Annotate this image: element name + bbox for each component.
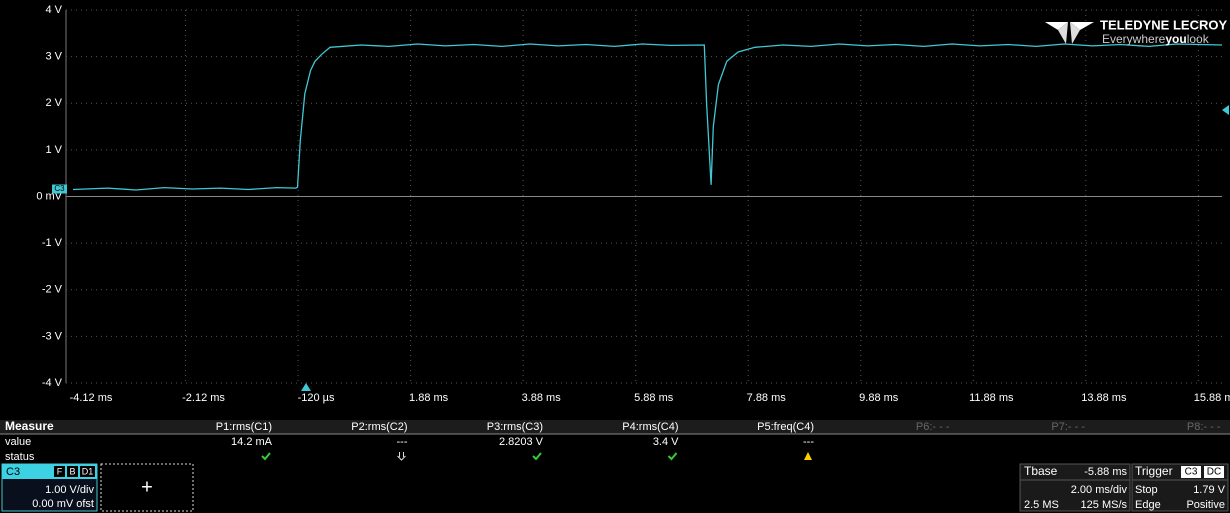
x-tick-label: 1.88 ms: [409, 392, 449, 404]
timebase-title: Tbase: [1024, 464, 1058, 478]
tagline-part: you: [1165, 32, 1186, 46]
trigger-badge: [1181, 466, 1201, 478]
param-name: P5:freq(C4): [757, 421, 814, 433]
status-ok-icon: [667, 452, 678, 461]
x-tick-label: 9.88 ms: [859, 392, 899, 404]
timebase-delay: -5.88 ms: [1084, 466, 1127, 478]
trigger-level-marker: [1222, 105, 1229, 115]
param-name: P7:- - -: [1051, 421, 1085, 433]
param-value: 14.2 mA: [231, 436, 273, 448]
param-name: P8:- - -: [1187, 421, 1221, 433]
logo: TELEDYNE LECROY Everywhereyoulook: [1045, 17, 1227, 46]
param-name: P4:rms(C4): [622, 421, 678, 433]
y-tick-label: -3 V: [42, 330, 63, 342]
trigger-mode: Stop: [1135, 484, 1158, 496]
x-tick-label: 7.88 ms: [747, 392, 787, 404]
status-warn-icon: [804, 452, 812, 460]
measure-title: Measure: [5, 419, 54, 433]
trigger-level: 1.79 V: [1193, 484, 1225, 496]
channel-offset: 0.00 mV ofst: [32, 498, 94, 510]
param-name: P2:rms(C2): [351, 421, 407, 433]
y-tick-label: 3 V: [45, 51, 62, 63]
timebase-panel[interactable]: [1019, 463, 1131, 512]
param-value: 3.4 V: [653, 436, 679, 448]
logo-tagline: Everywhereyoulook: [1102, 32, 1210, 46]
y-tick-label: -4 V: [42, 377, 63, 389]
logo-icon: [1070, 22, 1094, 30]
channel-scale: 1.00 V/div: [45, 484, 94, 496]
add-channel-button[interactable]: [100, 463, 194, 512]
x-tick-label: -120 µs: [298, 392, 335, 404]
timebase-memory: 2.5 MS: [1024, 499, 1059, 511]
timebase-scale: 2.00 ms/div: [1071, 484, 1128, 496]
param-value: 2.8203 V: [499, 436, 544, 448]
x-tick-label: -2.12 ms: [182, 392, 225, 404]
x-tick-label: 3.88 ms: [522, 392, 562, 404]
param-name: P3:rms(C3): [487, 421, 543, 433]
status-down-icon: [397, 452, 406, 461]
trigger-coupling: DC: [1207, 467, 1221, 478]
tagline-part: look: [1187, 32, 1210, 46]
param-name: P1:rms(C1): [216, 421, 272, 433]
channel-badge-text: B: [69, 466, 75, 476]
x-tick-label: 13.88 ms: [1081, 392, 1127, 404]
trigger-title: Trigger: [1135, 464, 1173, 478]
trigger-position-marker: [301, 383, 311, 391]
logo-icon: [1058, 22, 1068, 44]
measure-header-bar: [0, 420, 1230, 434]
channel-name: C3: [6, 466, 20, 478]
param-name: P6:- - -: [916, 421, 950, 433]
measure-params: P1:rms(C1) 14.2 mA P2:rms(C2) --- P3:rms(C3)…: [216, 421, 1221, 461]
measure-row-label: status: [5, 451, 35, 463]
logo-brand: TELEDYNE LECROY: [1100, 17, 1227, 32]
param-value: ---: [397, 436, 408, 448]
logo-icon: [1070, 22, 1080, 44]
trigger-type: Edge: [1135, 499, 1161, 511]
waveform-grid: 4 V3 V2 V1 V0 mV-1 V-2 V-3 V-4 V-4.12 ms…: [36, 4, 1230, 404]
y-tick-label: 2 V: [45, 97, 62, 109]
x-tick-label: -4.12 ms: [70, 392, 113, 404]
x-tick-label: 15.88 ms: [1194, 392, 1230, 404]
timebase-rate: 125 MS/s: [1081, 499, 1128, 511]
channel-badge-text: D1: [82, 466, 94, 476]
channel-marker: [52, 184, 67, 194]
y-tick-label: 4 V: [45, 4, 62, 16]
trigger-badge: [1204, 466, 1224, 478]
waveform: [72, 43, 1223, 191]
trigger-source: C3: [1185, 467, 1198, 478]
channel-badge: [67, 466, 78, 477]
channel-badge: [54, 466, 65, 477]
x-tick-label: 11.88 ms: [969, 392, 1014, 404]
logo-icon: [1045, 22, 1068, 30]
status-ok-icon: [261, 452, 271, 461]
add-channel-label: +: [141, 476, 153, 498]
x-tick-label: 5.88 ms: [634, 392, 674, 404]
channel-badge: [80, 466, 95, 477]
y-tick-label: -2 V: [42, 284, 63, 296]
tagline-part: Everywhere: [1102, 32, 1166, 46]
param-value: ---: [803, 436, 814, 448]
trigger-slope: Positive: [1186, 499, 1225, 511]
y-tick-label: -1 V: [42, 237, 63, 249]
measure-row-label: value: [5, 436, 31, 448]
channel-badge-text: F: [57, 466, 63, 476]
status-ok-icon: [532, 452, 542, 461]
channel-marker-label: C3: [54, 184, 65, 193]
y-tick-label: 1 V: [45, 144, 62, 156]
